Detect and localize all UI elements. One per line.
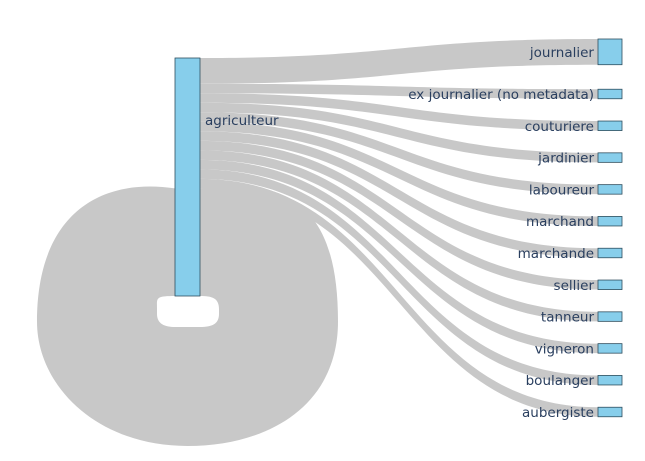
link-boulanger[interactable] [200,169,598,385]
node-vigneron[interactable] [597,343,623,354]
link-jardinier[interactable] [200,102,598,163]
link-vigneron[interactable] [200,159,598,354]
node-label-marchande: marchande [518,246,594,262]
node-label-journalier: journalier [529,45,595,61]
labels-layer: agriculteur journalier ex journalier (no m… [205,45,594,421]
node-marchand[interactable] [597,216,623,227]
links-layer [37,39,598,447]
node-label-couturiere: couturiere [525,119,594,135]
link-sellier[interactable] [200,140,598,290]
node-boulanger[interactable] [597,375,623,386]
node-couturiere[interactable] [597,120,623,131]
node-ex-journalier-no-metadata[interactable] [597,88,623,100]
node-label-tanneur: tanneur [541,310,595,326]
node-label-aubergiste: aubergiste [522,405,594,421]
node-sellier[interactable] [597,279,623,290]
node-agriculteur[interactable] [174,57,201,297]
node-label-ex-journalier-no-metadata: ex journalier (no metadata) [408,87,594,103]
link-self-loop-agriculteur[interactable] [37,185,338,447]
node-marchande[interactable] [597,247,623,259]
node-jardinier[interactable] [597,152,623,163]
node-tanneur[interactable] [597,311,623,322]
link-couturiere[interactable] [200,93,598,131]
link-marchand[interactable] [200,121,598,226]
node-label-laboureur: laboureur [529,182,595,198]
node-label-jardinier: jardinier [537,151,594,167]
nodes-layer [174,38,623,418]
link-laboureur[interactable] [200,112,598,195]
link-tanneur[interactable] [200,150,598,322]
node-label-sellier: sellier [554,278,595,294]
link-marchande[interactable] [200,131,598,258]
node-label-vigneron: vigneron [535,341,594,357]
link-journalier[interactable] [200,39,598,84]
node-laboureur[interactable] [597,184,623,195]
node-label-marchand: marchand [526,214,594,230]
node-label-boulanger: boulanger [526,373,595,389]
link-aubergiste[interactable] [200,178,598,417]
link-ex-journalier-no-metadata[interactable] [200,83,598,99]
node-label-agriculteur: agriculteur [205,113,279,129]
node-journalier[interactable] [597,38,623,66]
node-aubergiste[interactable] [597,406,623,418]
